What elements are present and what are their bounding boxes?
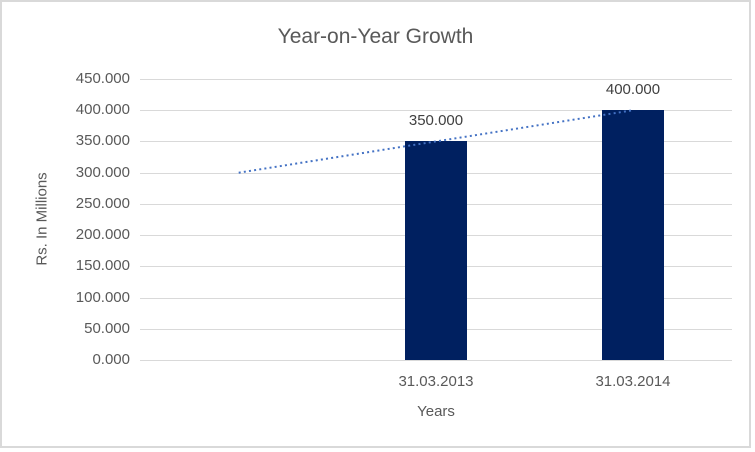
y-axis-tick-label: 150.000	[75, 257, 130, 275]
gridline	[140, 79, 732, 80]
bar-31-03-2013[interactable]	[405, 141, 467, 360]
y-axis-tick-label: 50.000	[84, 319, 130, 337]
y-axis-tick-label: 300.000	[75, 163, 130, 181]
gridline	[140, 110, 732, 112]
y-axis-tick-label: 400.000	[75, 101, 130, 119]
y-axis-title[interactable]: Rs. In Millions	[33, 172, 51, 266]
data-label-2013: 350.000	[408, 112, 464, 130]
plot-area[interactable]: 350.000 400.000	[140, 79, 732, 361]
x-axis-tick-label-2014: 31.03.2014	[595, 373, 671, 390]
y-axis-tick-label: 350.000	[75, 132, 130, 150]
y-axis-tick-label: 250.000	[75, 194, 130, 212]
chart-title[interactable]: Year-on-Year Growth	[277, 25, 474, 48]
gridline	[140, 360, 732, 361]
bar-31-03-2014[interactable]	[602, 110, 664, 360]
y-axis-tick-label: 100.000	[75, 288, 130, 306]
y-axis-tick-label: 450.000	[75, 70, 130, 87]
x-axis-title[interactable]: Years	[417, 403, 455, 420]
y-axis-tick-label: 0.000	[92, 351, 130, 368]
trendline[interactable]	[140, 79, 732, 360]
y-axis-tick-label: 200.000	[75, 226, 130, 244]
x-axis-tick-label-2013: 31.03.2013	[398, 373, 474, 390]
data-label-2014: 400.000	[605, 81, 661, 99]
